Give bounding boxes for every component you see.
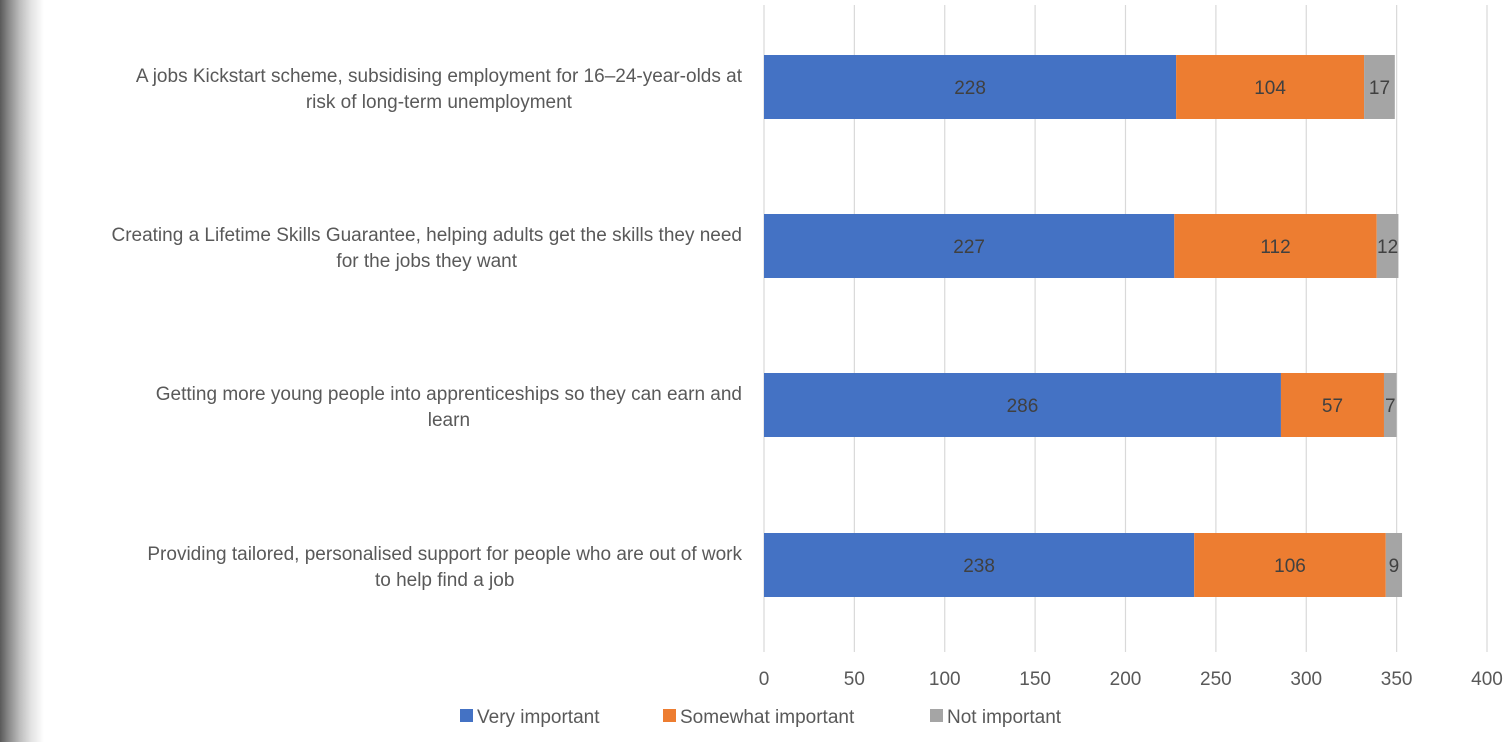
bar-1-0 xyxy=(764,214,1175,278)
data-label-3-1: 106 xyxy=(1274,556,1306,577)
bar-0-2 xyxy=(1364,55,1395,119)
data-label-3-2: 9 xyxy=(1389,556,1400,577)
legend-label-2: Not important xyxy=(947,707,1062,728)
data-label-2-0: 286 xyxy=(1007,396,1039,417)
data-label-1-1: 112 xyxy=(1260,237,1290,258)
x-tick-label-7: 350 xyxy=(1381,669,1413,690)
x-tick-label-2: 100 xyxy=(929,669,961,690)
category-label-1: Creating a Lifetime Skills Guarantee, he… xyxy=(111,225,742,272)
x-tick-label-3: 150 xyxy=(1019,669,1051,690)
data-label-2-1: 57 xyxy=(1322,396,1343,417)
bar-2-0 xyxy=(764,373,1281,437)
data-label-2-2: 7 xyxy=(1385,396,1396,417)
legend-swatch-0 xyxy=(460,709,473,722)
legend-label-0: Very important xyxy=(477,707,600,728)
bar-1-2 xyxy=(1376,214,1399,278)
category-label-2: Getting more young people into apprentic… xyxy=(156,384,742,431)
x-tick-label-4: 200 xyxy=(1110,669,1142,690)
legend-label-1: Somewhat important xyxy=(680,707,855,728)
data-label-3-0: 238 xyxy=(963,556,995,577)
bar-3-1 xyxy=(1194,533,1386,597)
bar-2-2 xyxy=(1383,373,1397,437)
legend-swatch-2 xyxy=(930,709,943,722)
data-label-0-0: 228 xyxy=(954,78,986,99)
category-labels: A jobs Kickstart scheme, subsidising emp… xyxy=(111,66,742,591)
legend-swatch-1 xyxy=(663,709,676,722)
data-label-1-0: 227 xyxy=(953,237,985,258)
background-photo-edge xyxy=(0,0,44,742)
data-label-0-2: 17 xyxy=(1369,78,1390,99)
bar-3-0 xyxy=(764,533,1195,597)
bars xyxy=(764,55,1403,597)
x-tick-label-0: 0 xyxy=(759,669,770,690)
bar-3-2 xyxy=(1385,533,1403,597)
x-tick-label-8: 400 xyxy=(1471,669,1503,690)
bar-1-1 xyxy=(1174,214,1377,278)
x-axis-ticks: 0 50 100 150 200 250 300 350 400 xyxy=(759,669,1503,690)
legend: Very important Somewhat important Not impo… xyxy=(460,707,1062,728)
bar-2-1 xyxy=(1280,373,1384,437)
x-tick-label-6: 300 xyxy=(1290,669,1322,690)
bar-0-0 xyxy=(764,55,1177,119)
data-label-1-2: 12 xyxy=(1377,237,1398,258)
data-labels: 228 104 17 227 112 12 286 57 7 238 106 9 xyxy=(953,78,1399,577)
x-tick-label-5: 250 xyxy=(1200,669,1232,690)
category-label-0: A jobs Kickstart scheme, subsidising emp… xyxy=(136,66,743,113)
category-label-3: Providing tailored, personalised support… xyxy=(147,544,742,591)
data-label-0-1: 104 xyxy=(1254,78,1286,99)
bar-0-1 xyxy=(1176,55,1365,119)
x-tick-label-1: 50 xyxy=(844,669,865,690)
